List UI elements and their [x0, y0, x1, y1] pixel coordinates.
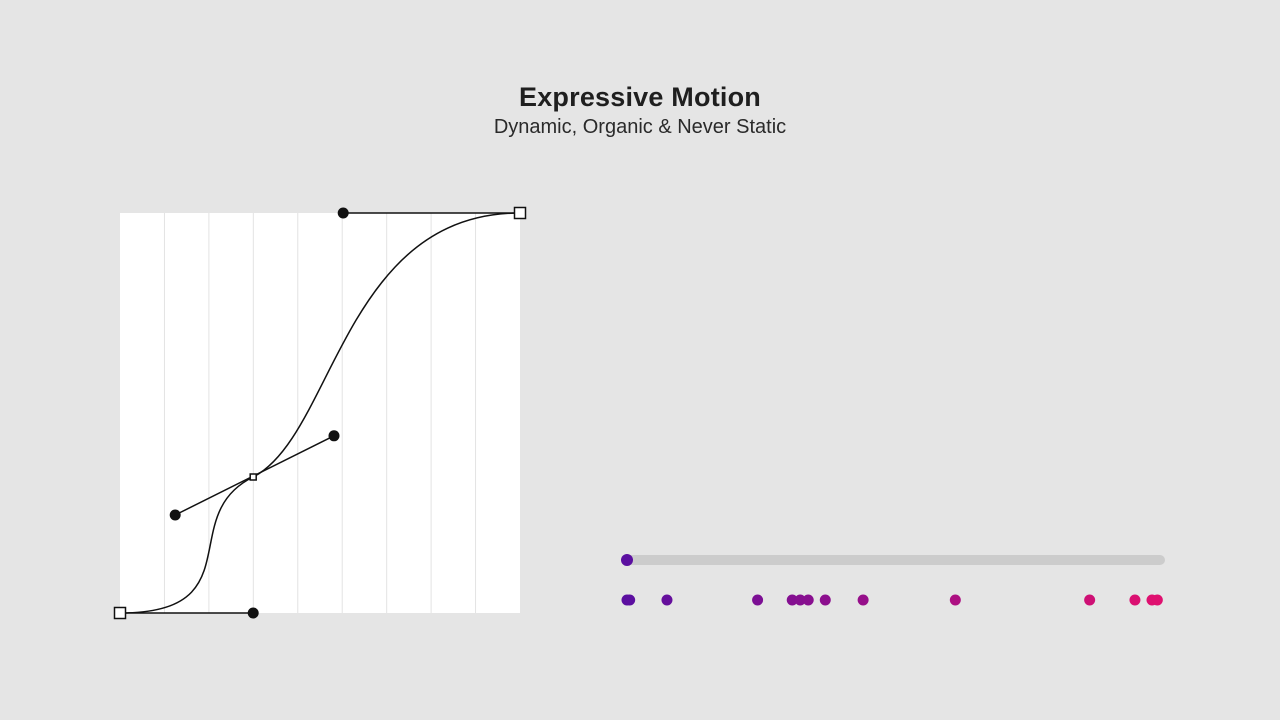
motion-sample-dot	[624, 594, 636, 606]
mid-anchor[interactable]	[249, 473, 257, 481]
progress-thumb[interactable]	[621, 554, 633, 566]
bezier-handles	[113, 206, 527, 620]
graph-grid	[163, 213, 477, 613]
motion-sample-dot	[857, 594, 869, 606]
motion-sample-dot	[794, 594, 806, 606]
motion-sample-dot	[1084, 594, 1096, 606]
motion-sample-dot	[802, 594, 814, 606]
motion-sample-dots	[621, 594, 1163, 606]
page-subtitle: Dynamic, Organic & Never Static	[493, 116, 787, 138]
motion-sample-dot	[1129, 594, 1141, 606]
page-title: Expressive Motion	[519, 82, 761, 112]
start-handle-knob[interactable]	[247, 607, 259, 619]
motion-sample-dot	[752, 594, 764, 606]
graph-background	[120, 213, 520, 613]
motion-track	[621, 554, 1165, 606]
start-anchor[interactable]	[113, 606, 127, 620]
motion-sample-dot	[786, 594, 798, 606]
motion-sample-dot	[661, 594, 673, 606]
header: Expressive Motion Dynamic, Organic & Nev…	[0, 80, 1280, 140]
motion-sample-dot	[1151, 594, 1163, 606]
motion-sample-dot	[819, 594, 831, 606]
easing-curve-editor	[113, 206, 527, 620]
motion-sample-dot	[949, 594, 961, 606]
end-anchor[interactable]	[513, 206, 527, 220]
mid-handle-out-knob[interactable]	[328, 430, 340, 442]
end-handle-knob[interactable]	[337, 207, 349, 219]
mid-handle-in-knob[interactable]	[169, 509, 181, 521]
